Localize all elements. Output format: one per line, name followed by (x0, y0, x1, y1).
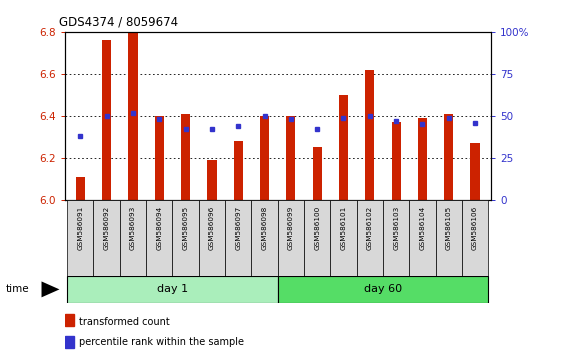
Text: GDS4374 / 8059674: GDS4374 / 8059674 (59, 15, 178, 28)
Bar (128, 32, 137, 200)
Text: GSM586105: GSM586105 (446, 206, 452, 250)
Bar (383, 200, 410, 276)
Bar (357, 200, 383, 276)
Text: GSM586104: GSM586104 (420, 206, 425, 250)
Bar (312, 148, 322, 200)
Text: day 1: day 1 (157, 284, 188, 295)
Bar (199, 200, 225, 276)
Bar (260, 116, 269, 200)
Text: GSM586091: GSM586091 (77, 206, 83, 250)
Bar (444, 114, 453, 200)
Bar (146, 200, 172, 276)
Polygon shape (42, 281, 59, 297)
Bar (330, 200, 357, 276)
Bar (233, 141, 243, 200)
Text: GSM586102: GSM586102 (367, 206, 373, 250)
Text: GSM586094: GSM586094 (157, 206, 162, 250)
Bar (65, 314, 74, 326)
Text: GSM586099: GSM586099 (288, 206, 294, 250)
Bar (462, 200, 488, 276)
Bar (208, 160, 217, 200)
Bar (67, 200, 94, 276)
Text: GSM586101: GSM586101 (341, 206, 347, 250)
Bar (251, 200, 278, 276)
Bar (225, 200, 251, 276)
Bar (435, 200, 462, 276)
Text: GSM586106: GSM586106 (472, 206, 478, 250)
Text: GSM586097: GSM586097 (235, 206, 241, 250)
Bar (278, 276, 488, 303)
Text: day 60: day 60 (364, 284, 402, 295)
Bar (286, 116, 296, 200)
Bar (67, 276, 278, 303)
Bar (120, 200, 146, 276)
Bar (172, 200, 199, 276)
Text: time: time (6, 284, 29, 295)
Bar (181, 114, 190, 200)
Bar (94, 200, 120, 276)
Bar (278, 200, 304, 276)
Text: transformed count: transformed count (79, 317, 169, 327)
Text: GSM586098: GSM586098 (261, 206, 268, 250)
Bar (410, 200, 435, 276)
Text: GSM586103: GSM586103 (393, 206, 399, 250)
Text: GSM586095: GSM586095 (182, 206, 188, 250)
Bar (76, 177, 85, 200)
Text: GSM586100: GSM586100 (314, 206, 320, 250)
Text: GSM586096: GSM586096 (209, 206, 215, 250)
Bar (304, 200, 330, 276)
Bar (418, 118, 427, 200)
Text: percentile rank within the sample: percentile rank within the sample (79, 337, 243, 347)
Bar (65, 336, 74, 348)
Bar (339, 95, 348, 200)
Bar (102, 40, 111, 200)
Bar (471, 143, 480, 200)
Text: GSM586093: GSM586093 (130, 206, 136, 250)
Bar (155, 116, 164, 200)
Bar (365, 70, 374, 200)
Text: GSM586092: GSM586092 (104, 206, 109, 250)
Bar (392, 122, 401, 200)
